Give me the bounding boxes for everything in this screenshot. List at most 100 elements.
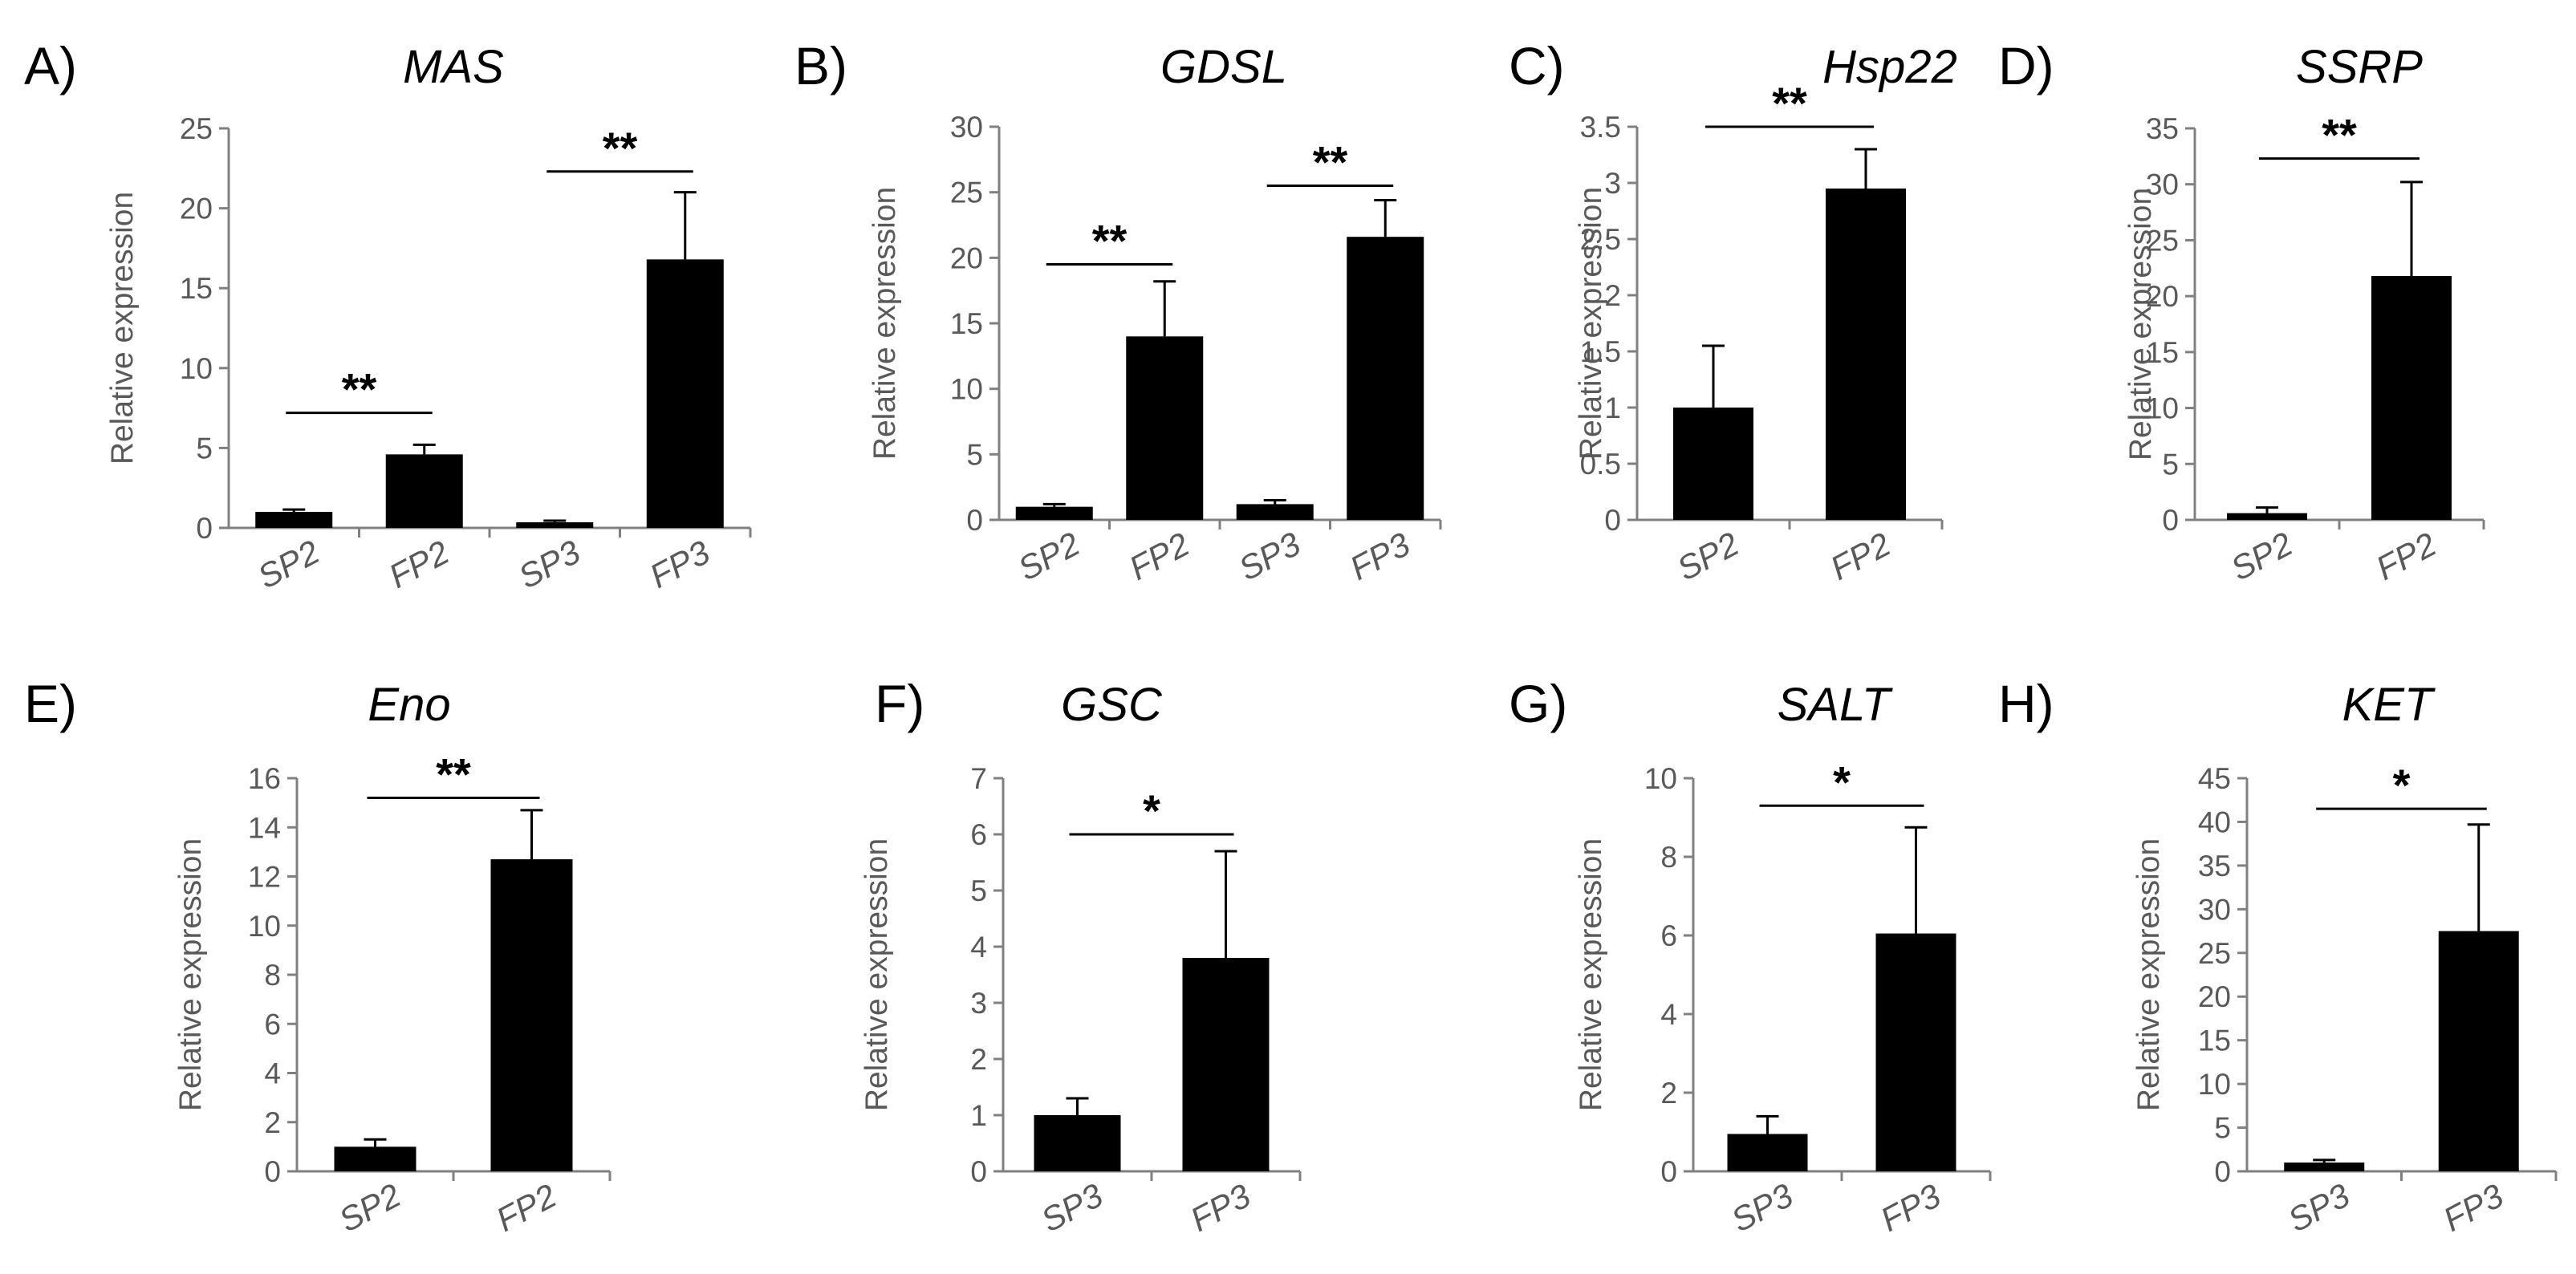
x-tick-label: FP2 bbox=[490, 1176, 563, 1239]
chart-panel-1: A) MAS Relative expression 0 5 10 15 20 25 SP2 FP2… bbox=[24, 36, 752, 596]
chart-title: KET bbox=[2342, 679, 2436, 731]
y-tick-label: 4 bbox=[1660, 998, 1677, 1031]
panel-letter: F) bbox=[875, 674, 924, 733]
x-tick-label: FP3 bbox=[1343, 525, 1416, 587]
y-tick-label: 10 bbox=[2198, 1068, 2231, 1101]
significance-label: ** bbox=[1092, 216, 1128, 266]
y-tick-label: 25 bbox=[180, 112, 213, 145]
y-tick-label: 6 bbox=[264, 1008, 281, 1041]
y-tick-label: 20 bbox=[2146, 280, 2179, 313]
y-tick-label: 0.5 bbox=[1580, 448, 1621, 481]
y-tick-label: 2 bbox=[1604, 279, 1621, 312]
chart-panel-2: B) GDSL Relative expression 0 5 10 15 20 25 30 SP2… bbox=[794, 36, 1442, 588]
panel-letter: D) bbox=[1998, 36, 2054, 95]
y-tick-label: 12 bbox=[248, 861, 281, 894]
x-tick-label: SP2 bbox=[251, 533, 325, 596]
x-tick-label: FP2 bbox=[1824, 525, 1896, 587]
y-tick-label: 4 bbox=[264, 1057, 281, 1090]
y-tick-label: 3.5 bbox=[1580, 111, 1621, 144]
y-tick-label: 2 bbox=[970, 1043, 987, 1076]
y-tick-label: 0 bbox=[966, 504, 983, 537]
chart-panel-8: H) KET Relative expression 0 5 10 15 20 25 30 35 40… bbox=[1998, 674, 2558, 1240]
y-tick-label: 2 bbox=[264, 1106, 281, 1139]
significance-label: ** bbox=[2322, 110, 2357, 160]
y-tick-label: 25 bbox=[950, 176, 983, 209]
y-tick-label: 30 bbox=[2146, 168, 2179, 201]
significance-label: * bbox=[1833, 757, 1851, 807]
x-tick-label: SP3 bbox=[512, 533, 586, 596]
bar-fp3 bbox=[646, 259, 724, 528]
chart-title: GDSL bbox=[1160, 41, 1287, 93]
y-tick-label: 10 bbox=[248, 910, 281, 943]
chart-title: Eno bbox=[368, 679, 450, 731]
chart-panel-5: E) Eno Relative expression 0 2 4 6 8 10 12 14 16 SP2… bbox=[24, 674, 611, 1240]
y-tick-label: 0 bbox=[2214, 1155, 2231, 1188]
y-tick-label: 5 bbox=[196, 432, 213, 465]
bar-fp2 bbox=[1826, 189, 1906, 520]
bar-sp3 bbox=[1727, 1134, 1808, 1171]
x-tick-label: SP3 bbox=[1035, 1176, 1109, 1240]
y-tick-label: 25 bbox=[2146, 224, 2179, 257]
panel-letter: G) bbox=[1509, 674, 1567, 733]
y-tick-label: 5 bbox=[970, 874, 987, 907]
bar-sp3 bbox=[2284, 1162, 2365, 1171]
bar-fp2 bbox=[385, 454, 463, 528]
chart-panel-3: C) Hsp22 Relative expression 0 0.5 1 1.5 2 2.5 3 3… bbox=[1509, 36, 1957, 588]
y-tick-label: 1.5 bbox=[1580, 335, 1621, 368]
y-tick-label: 10 bbox=[2146, 392, 2179, 425]
y-tick-label: 2.5 bbox=[1580, 223, 1621, 256]
bar-fp3 bbox=[2438, 931, 2519, 1171]
chart-title: Hsp22 bbox=[1822, 41, 1957, 93]
panel-letter: B) bbox=[794, 36, 847, 95]
y-tick-label: 16 bbox=[248, 762, 281, 795]
significance-label: ** bbox=[1772, 78, 1807, 128]
significance-label: ** bbox=[436, 749, 471, 800]
y-tick-label: 0 bbox=[970, 1155, 987, 1188]
bar-fp3 bbox=[1182, 958, 1270, 1171]
y-tick-label: 30 bbox=[2198, 893, 2231, 926]
y-tick-label: 8 bbox=[264, 959, 281, 992]
y-axis-label: Relative expression bbox=[105, 192, 140, 465]
significance-label: * bbox=[1143, 785, 1160, 836]
chart-title: SALT bbox=[1778, 679, 1893, 731]
chart-title: SSRP bbox=[2296, 41, 2423, 93]
y-tick-label: 1 bbox=[1604, 392, 1621, 424]
chart-title: GSC bbox=[1061, 679, 1163, 731]
y-tick-label: 6 bbox=[970, 818, 987, 851]
bar-sp2 bbox=[1015, 506, 1093, 520]
y-tick-label: 10 bbox=[180, 352, 213, 385]
x-tick-label: FP3 bbox=[644, 533, 716, 595]
y-tick-label: 0 bbox=[196, 512, 213, 545]
bar-sp2 bbox=[1673, 408, 1753, 520]
significance-label: ** bbox=[603, 123, 638, 173]
y-axis-label: Relative expression bbox=[173, 838, 208, 1111]
y-tick-label: 25 bbox=[2198, 937, 2231, 970]
x-tick-label: FP2 bbox=[383, 533, 455, 595]
y-tick-label: 4 bbox=[970, 931, 987, 964]
y-tick-label: 5 bbox=[2214, 1112, 2231, 1145]
y-tick-label: 30 bbox=[950, 111, 983, 144]
panel-letter: C) bbox=[1509, 36, 1565, 95]
panel-letter: E) bbox=[24, 674, 77, 733]
y-tick-label: 20 bbox=[950, 241, 983, 274]
y-tick-label: 15 bbox=[950, 307, 983, 340]
chart-panel-4: D) SSRP Relative expression 0 5 10 15 20 25 30 35 S… bbox=[1998, 36, 2485, 588]
y-axis-label: Relative expression bbox=[859, 838, 894, 1111]
bar-sp2 bbox=[2227, 513, 2307, 520]
x-tick-label: SP2 bbox=[2225, 525, 2298, 588]
bar-sp3 bbox=[1034, 1115, 1121, 1171]
bar-sp3 bbox=[516, 522, 594, 528]
y-tick-label: 10 bbox=[950, 373, 983, 406]
bar-sp2 bbox=[334, 1146, 416, 1171]
y-tick-label: 0 bbox=[2162, 504, 2179, 537]
x-tick-label: SP3 bbox=[1233, 525, 1306, 588]
x-tick-label: FP3 bbox=[1184, 1176, 1257, 1239]
x-tick-label: SP3 bbox=[2281, 1176, 2355, 1240]
y-tick-label: 45 bbox=[2198, 762, 2231, 795]
y-tick-label: 40 bbox=[2198, 805, 2231, 838]
y-tick-label: 0 bbox=[264, 1155, 281, 1188]
bar-sp3 bbox=[1236, 504, 1314, 520]
y-axis-label: Relative expression bbox=[1574, 838, 1608, 1111]
x-tick-label: SP3 bbox=[1725, 1176, 1799, 1240]
